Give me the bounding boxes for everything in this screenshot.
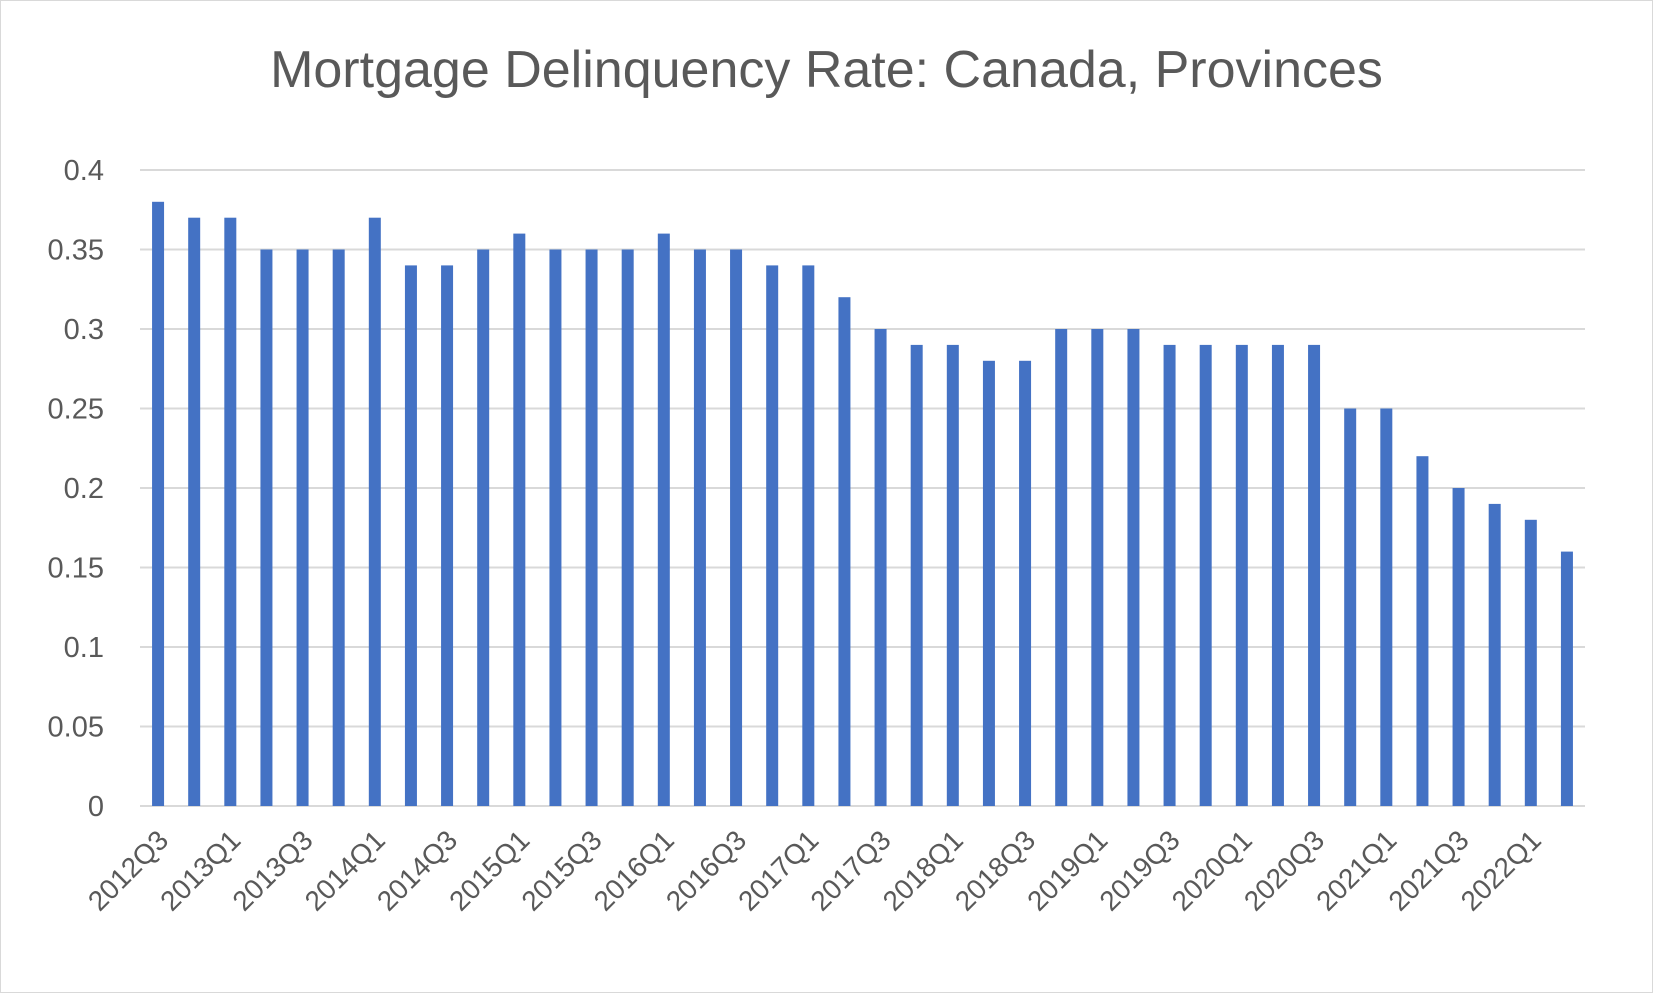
y-tick-label: 0.2 — [64, 473, 104, 505]
bar-2021Q2 — [1416, 456, 1429, 806]
y-tick-label: 0.25 — [48, 394, 104, 426]
x-tick-label: 2014Q1 — [299, 824, 391, 916]
bar-2022Q1 — [1524, 519, 1537, 806]
bar-2016Q3 — [730, 249, 743, 806]
bar-2019Q4 — [1199, 344, 1212, 806]
bar-2020Q3 — [1308, 344, 1321, 806]
bar-2014Q1 — [368, 217, 381, 806]
bar-2021Q1 — [1380, 408, 1393, 806]
bar-2018Q2 — [982, 360, 995, 806]
bar-2021Q3 — [1452, 488, 1465, 806]
bar-2013Q4 — [332, 249, 345, 806]
x-tick-label: 2015Q3 — [515, 824, 607, 916]
bar-2013Q2 — [260, 249, 273, 806]
bar-2017Q3 — [874, 329, 887, 806]
bar-2019Q1 — [1091, 329, 1104, 806]
x-tick-label: 2018Q1 — [877, 824, 969, 916]
x-tick-label: 2015Q1 — [443, 824, 535, 916]
bar-2015Q3 — [585, 249, 598, 806]
x-tick-label: 2013Q1 — [154, 824, 246, 916]
x-tick-label: 2019Q3 — [1093, 824, 1185, 916]
bar-2014Q4 — [477, 249, 490, 806]
bar-2020Q2 — [1271, 344, 1284, 806]
x-tick-label: 2022Q1 — [1455, 824, 1547, 916]
bar-2018Q1 — [946, 344, 959, 806]
bar-2013Q1 — [224, 217, 237, 806]
chart-title: Mortgage Delinquency Rate: Canada, Provi… — [270, 41, 1383, 99]
x-tick-label: 2017Q1 — [732, 824, 824, 916]
bar-2017Q4 — [910, 344, 923, 806]
x-tick-label: 2021Q3 — [1382, 824, 1474, 916]
bar-2021Q4 — [1488, 503, 1501, 806]
bar-2019Q3 — [1163, 344, 1176, 806]
bar-2016Q1 — [657, 233, 670, 807]
bar-2018Q3 — [1019, 360, 1032, 806]
bar-2014Q2 — [404, 265, 417, 806]
x-tick-label: 2020Q1 — [1166, 824, 1258, 916]
x-tick-label: 2020Q3 — [1238, 824, 1330, 916]
bar-2018Q4 — [1055, 329, 1068, 806]
y-tick-label: 0.05 — [48, 712, 104, 744]
x-tick-label: 2018Q3 — [949, 824, 1041, 916]
bar-2017Q1 — [802, 265, 815, 806]
y-tick-label: 0.35 — [48, 235, 104, 267]
bar-2015Q4 — [621, 249, 634, 806]
x-tick-label: 2014Q3 — [371, 824, 463, 916]
bar-2012Q4 — [188, 217, 201, 806]
bar-2014Q3 — [441, 265, 454, 806]
bar-2015Q2 — [549, 249, 562, 806]
y-tick-label: 0 — [88, 791, 104, 823]
x-tick-label: 2016Q3 — [660, 824, 752, 916]
bar-2016Q2 — [693, 249, 706, 806]
bar-2013Q3 — [296, 249, 309, 806]
x-tick-label: 2021Q1 — [1310, 824, 1402, 916]
bar-2015Q1 — [513, 233, 526, 807]
y-tick-label: 0.15 — [48, 553, 104, 585]
bar-2017Q2 — [838, 297, 851, 806]
x-tick-label: 2013Q3 — [226, 824, 318, 916]
y-tick-label: 0.1 — [64, 632, 104, 664]
bar-2019Q2 — [1127, 329, 1140, 806]
x-tick-label: 2017Q3 — [804, 824, 896, 916]
x-tick-label: 2019Q1 — [1021, 824, 1113, 916]
y-tick-label: 0.3 — [64, 314, 104, 346]
x-tick-label: 2012Q3 — [82, 824, 174, 916]
y-tick-label: 0.4 — [64, 155, 104, 187]
bar-2012Q3 — [152, 201, 165, 807]
x-tick-label: 2016Q1 — [588, 824, 680, 916]
bar-2022Q2 — [1560, 551, 1573, 806]
bar-2016Q4 — [766, 265, 779, 806]
bar-2020Q4 — [1344, 408, 1357, 806]
bar-2020Q1 — [1235, 344, 1248, 806]
